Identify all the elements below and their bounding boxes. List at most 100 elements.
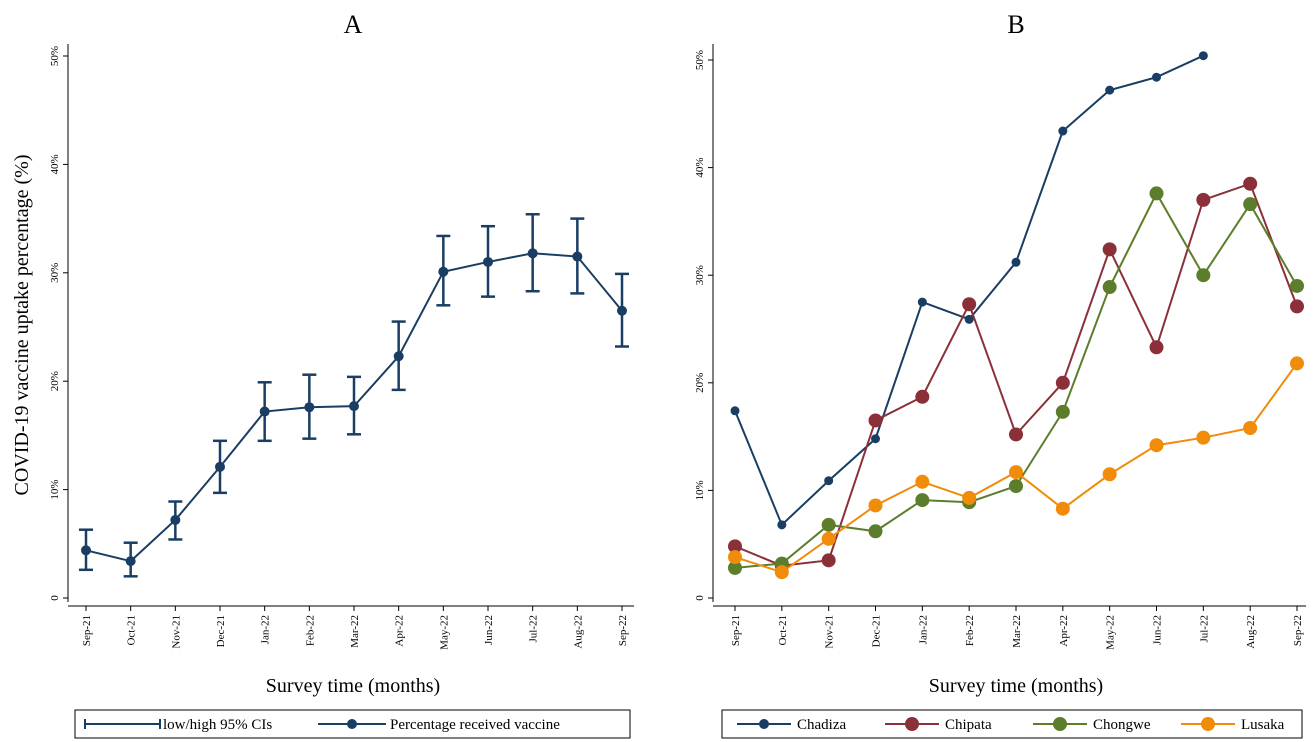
legend-label-chadiza: Chadiza [797,717,846,733]
data-point [962,297,977,312]
data-point [917,297,927,307]
data-point [774,565,789,580]
data-point [393,351,404,362]
panel-b-y-tick-label: 40% [694,158,706,178]
panel-b-y-tick-label: 20% [694,373,706,393]
data-point [1149,340,1164,355]
panel-a-x-tick-label: Feb-22 [304,615,316,646]
data-point [170,514,181,525]
panel-b-y-tick-label: 10% [694,480,706,500]
data-point [1102,467,1117,482]
panel-a-y-tick-label: 30% [49,263,61,283]
data-point [871,434,880,444]
data-point [1243,420,1258,435]
panel-a-x-tick-label: Sep-22 [617,615,629,646]
data-point [728,560,742,575]
panel-a-y-tick-label: 40% [49,154,61,174]
data-point [259,406,270,417]
panel-a-y-tick-label: 20% [49,371,61,391]
legend-marker-chongwe [1053,717,1067,731]
panel-b-x-tick-label: Jun-22 [1152,615,1164,645]
panel-b-x-axis-title: Survey time (months) [929,675,1103,697]
panel-a-x-tick-label: Oct-21 [126,615,138,646]
panel-a-y-tick-label: 0 [49,595,61,601]
data-point [617,305,627,316]
panel-b-title: B [1007,10,1024,39]
data-point [915,389,930,404]
data-point [1290,356,1304,371]
panel-b-x-tick-label: Nov-21 [824,615,836,649]
data-point [730,406,740,416]
panel-b-y-tick-label: 0 [694,595,706,601]
data-point [1243,197,1258,212]
panel-b-legend: Chadiza Chipata Chongwe Lusaka [721,709,1303,739]
panel-a-x-tick-label: Jun-22 [483,615,495,645]
panel-b-y-tick-label: 30% [694,265,706,285]
data-point [777,520,787,530]
data-point [304,402,315,413]
data-point [915,493,930,508]
data-point [1055,501,1070,516]
panel-a-y-tick-label: 10% [49,480,61,500]
panel-a-x-tick-label: Sep-21 [81,615,93,646]
panel-b-x-tick-label: Mar-22 [1011,615,1023,648]
panel-b-marks [728,51,1304,580]
panel-b: B Survey time (months) 0 10% 20% 30% 40% 50% S… [694,10,1306,739]
panel-a-x-tick-label: Jan-22 [260,615,272,644]
panel-a-x-tick-label: Aug-22 [572,615,584,649]
legend-label-lusaka: Lusaka [1241,717,1285,733]
panel-b-x-tick-label: Dec-21 [871,615,883,647]
legend-marker-chadiza [759,719,769,729]
panel-b-x-tick-label: Sep-21 [730,615,742,646]
data-point [438,266,449,277]
series-line-chipata [734,182,1298,567]
panel-b-axes: 0 10% 20% 30% 40% 50% Sep-21 Oct-21 Nov-21 Dec-21… [694,44,1306,650]
panel-b-x-tick-label: Aug-22 [1245,615,1257,649]
legend-marker-lusaka [1201,717,1215,731]
panel-b-x-tick-label: Jan-22 [917,615,929,644]
panel-a-title: A [344,10,363,39]
data-point [1149,186,1164,201]
data-point [1055,375,1070,390]
series-line-chadiza [734,54,1204,527]
panel-a-x-tick-label: Mar-22 [349,615,361,648]
legend-ci-label: low/high 95% CIs [163,717,272,733]
data-point [915,474,930,489]
panel-b-x-tick-label: Feb-22 [964,615,976,646]
data-point [1011,257,1021,267]
panel-b-x-tick-label: Apr-22 [1058,615,1070,647]
panel-a-x-tick-label: Apr-22 [394,615,406,647]
data-point [728,539,742,554]
panel-b-x-tick-label: Oct-21 [777,615,789,646]
data-point [349,401,359,412]
panel-b-x-tick-label: May-22 [1105,615,1117,650]
data-point [1055,404,1070,419]
legend-label-chongwe: Chongwe [1093,717,1151,733]
data-point [821,517,836,532]
data-point [1149,438,1164,453]
panel-a-y-tick-label: 50% [49,46,61,66]
panel-a-x-tick-label: May-22 [438,615,450,650]
panel-b-x-tick-label: Jul-22 [1198,615,1210,643]
data-point [1290,278,1304,293]
data-point [81,545,91,556]
legend-label-chipata: Chipata [945,717,992,733]
data-point [868,498,883,513]
data-point [868,413,883,428]
data-point [572,251,583,262]
panel-a-x-tick-label: Nov-21 [170,615,182,649]
data-point [483,256,493,267]
data-point [1196,192,1211,207]
panel-a-marks [79,213,629,578]
data-point [215,461,225,472]
data-point [1009,465,1023,480]
panel-b-x-tick-label: Sep-22 [1292,615,1304,646]
data-point [1196,268,1211,283]
data-point [728,550,742,565]
data-point [824,476,834,486]
data-point [1009,479,1023,494]
data-point [1105,85,1115,95]
panel-a-x-axis-title: Survey time (months) [266,675,440,697]
data-point [1102,280,1117,295]
panel-a-x-tick-label: Dec-21 [215,615,227,647]
